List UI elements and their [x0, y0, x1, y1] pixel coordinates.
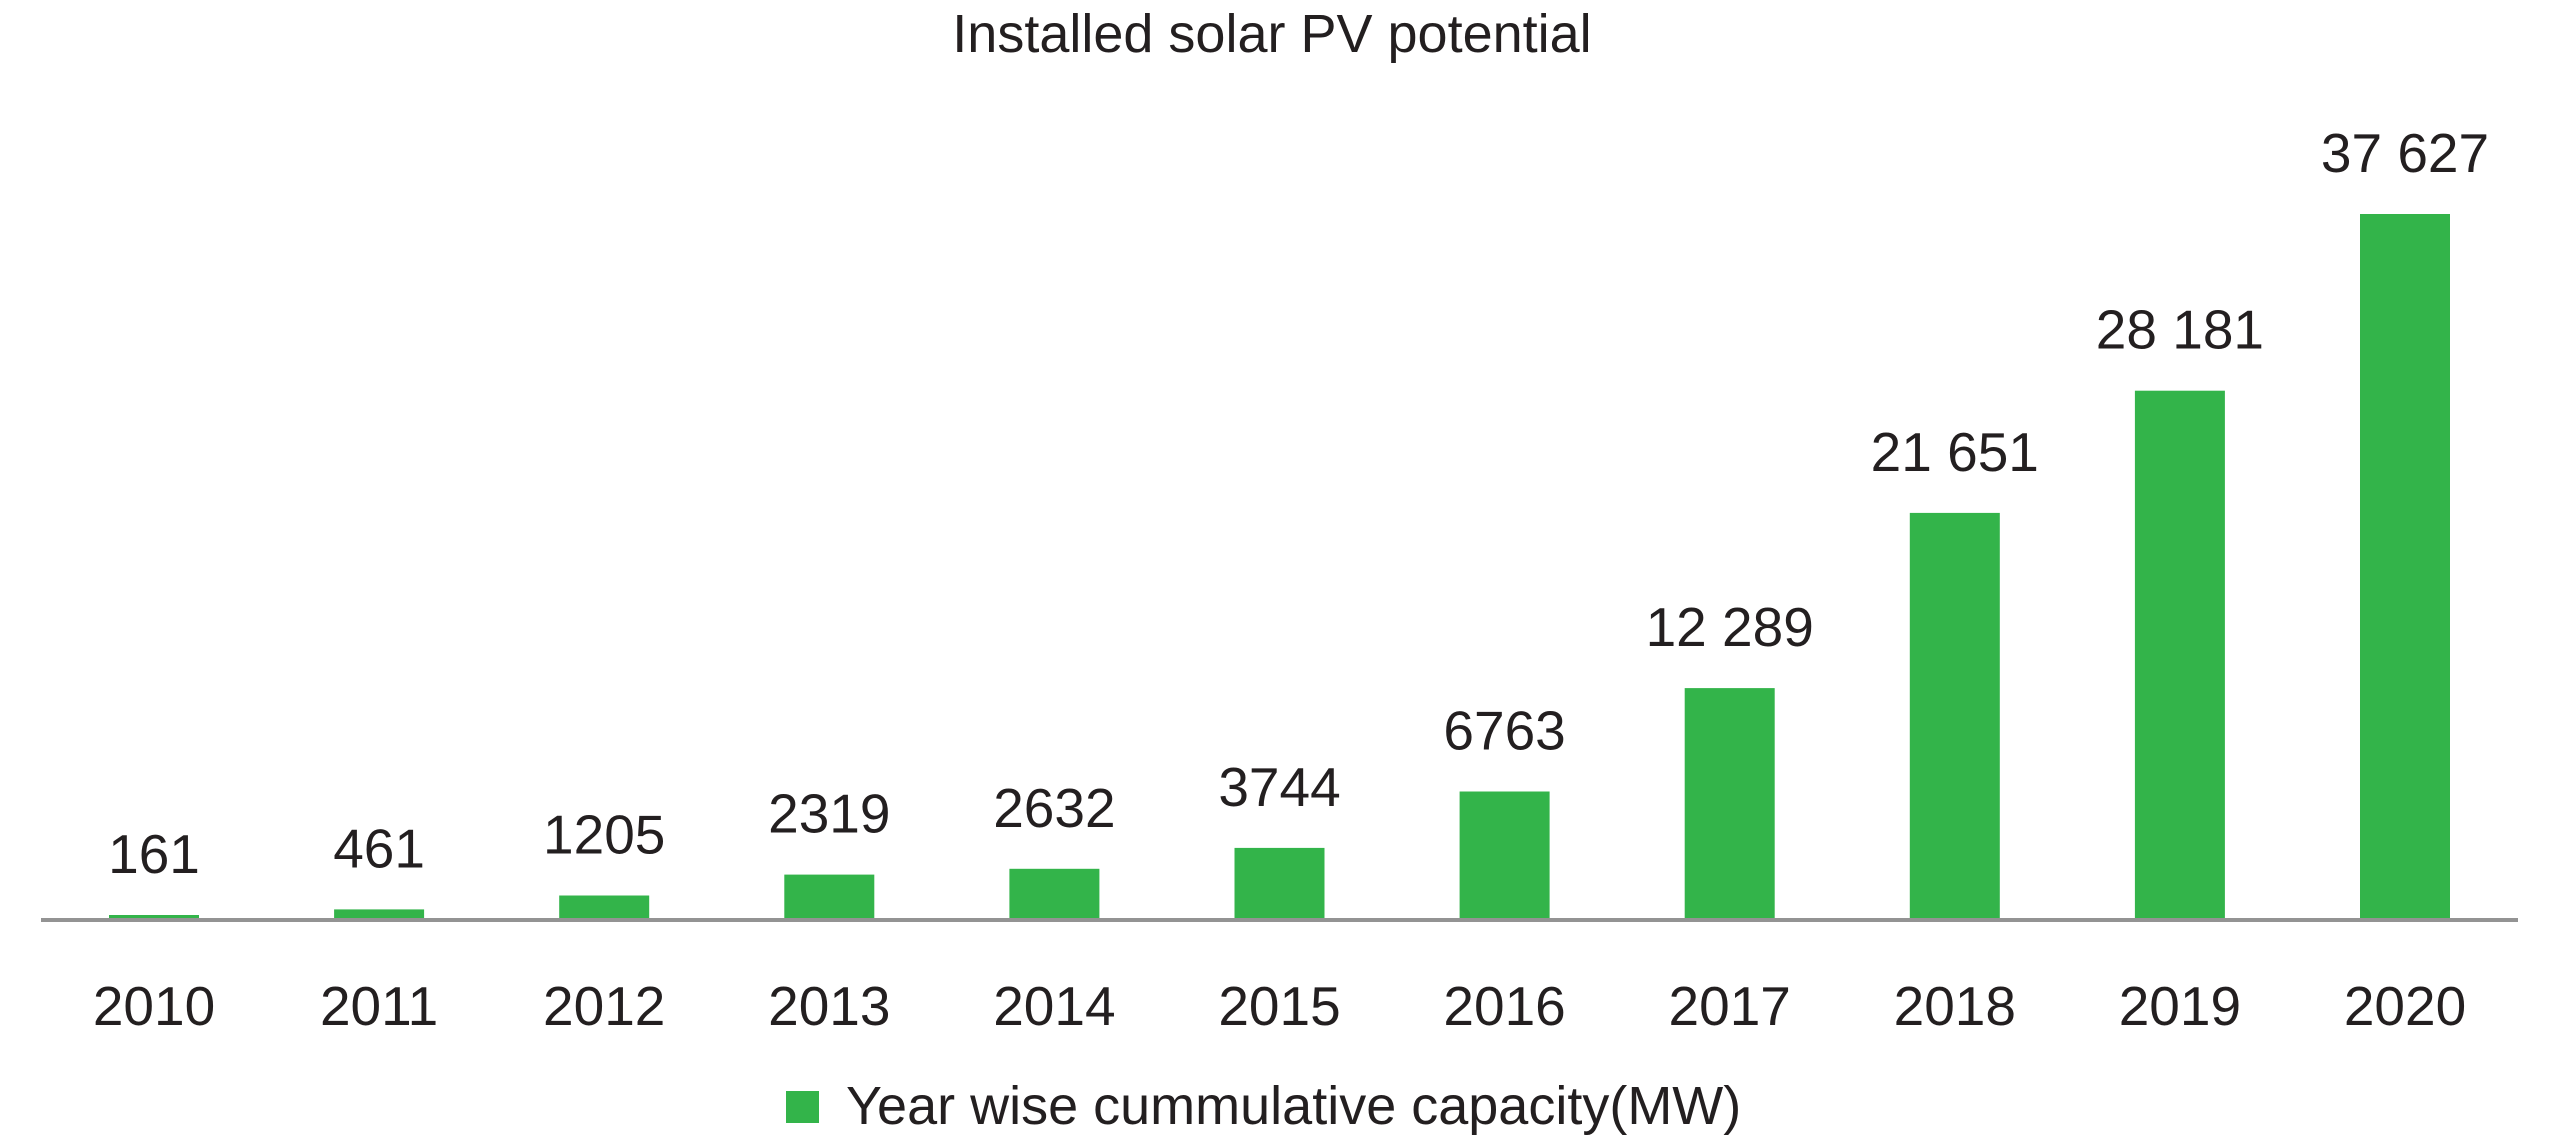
bar-2019: [2134, 390, 2225, 918]
value-label-2020: 37 627: [2321, 122, 2489, 184]
x-tick-label-2012: 2012: [543, 975, 665, 1037]
bar-2018: [1909, 512, 2000, 918]
x-tick-label-2015: 2015: [1218, 975, 1340, 1037]
bar-2016: [1459, 791, 1550, 918]
value-label-2013: 2319: [768, 783, 890, 845]
x-tick-label-2014: 2014: [993, 975, 1115, 1037]
x-tick-label-2019: 2019: [2119, 975, 2241, 1037]
bar-2020: [2360, 214, 2450, 918]
bar-2012: [559, 895, 650, 918]
bars-group: [109, 214, 2450, 918]
legend: Year wise cummulative capacity(MW): [786, 1076, 1741, 1136]
bar-2015: [1234, 847, 1325, 918]
value-labels-group: 161 461 1205 2319 2632 3744 6763 12 289 21 651 28…: [108, 122, 2489, 885]
value-label-2015: 3744: [1218, 756, 1340, 818]
value-label-2019: 28 181: [2096, 299, 2264, 361]
x-tick-label-2020: 2020: [2344, 975, 2466, 1037]
x-tick-label-2010: 2010: [93, 975, 215, 1037]
value-label-2017: 12 289: [1646, 596, 1814, 658]
value-label-2014: 2632: [993, 777, 1115, 839]
value-label-2011: 461: [333, 817, 425, 879]
x-tick-label-2013: 2013: [768, 975, 890, 1037]
bar-2010: [109, 915, 199, 918]
bar-2014: [1009, 868, 1100, 918]
value-label-2010: 161: [108, 823, 200, 885]
x-tick-label-2018: 2018: [1894, 975, 2016, 1037]
value-label-2016: 6763: [1443, 700, 1565, 762]
x-tick-label-2017: 2017: [1669, 975, 1791, 1037]
value-label-2018: 21 651: [1871, 421, 2039, 483]
bar-2011: [334, 909, 425, 918]
legend-label: Year wise cummulative capacity(MW): [846, 1076, 1741, 1136]
value-label-2012: 1205: [543, 804, 665, 866]
bar-2017: [1684, 688, 1775, 918]
x-tick-labels: 2010 2011 2012 2013 2014 2015 2016 2017 2018 2019…: [93, 975, 2466, 1037]
x-tick-label-2016: 2016: [1443, 975, 1565, 1037]
chart-title: Installed solar PV potential: [952, 4, 1591, 64]
x-tick-label-2011: 2011: [320, 975, 438, 1037]
bar-2013: [784, 874, 875, 918]
legend-swatch: [786, 1091, 819, 1123]
